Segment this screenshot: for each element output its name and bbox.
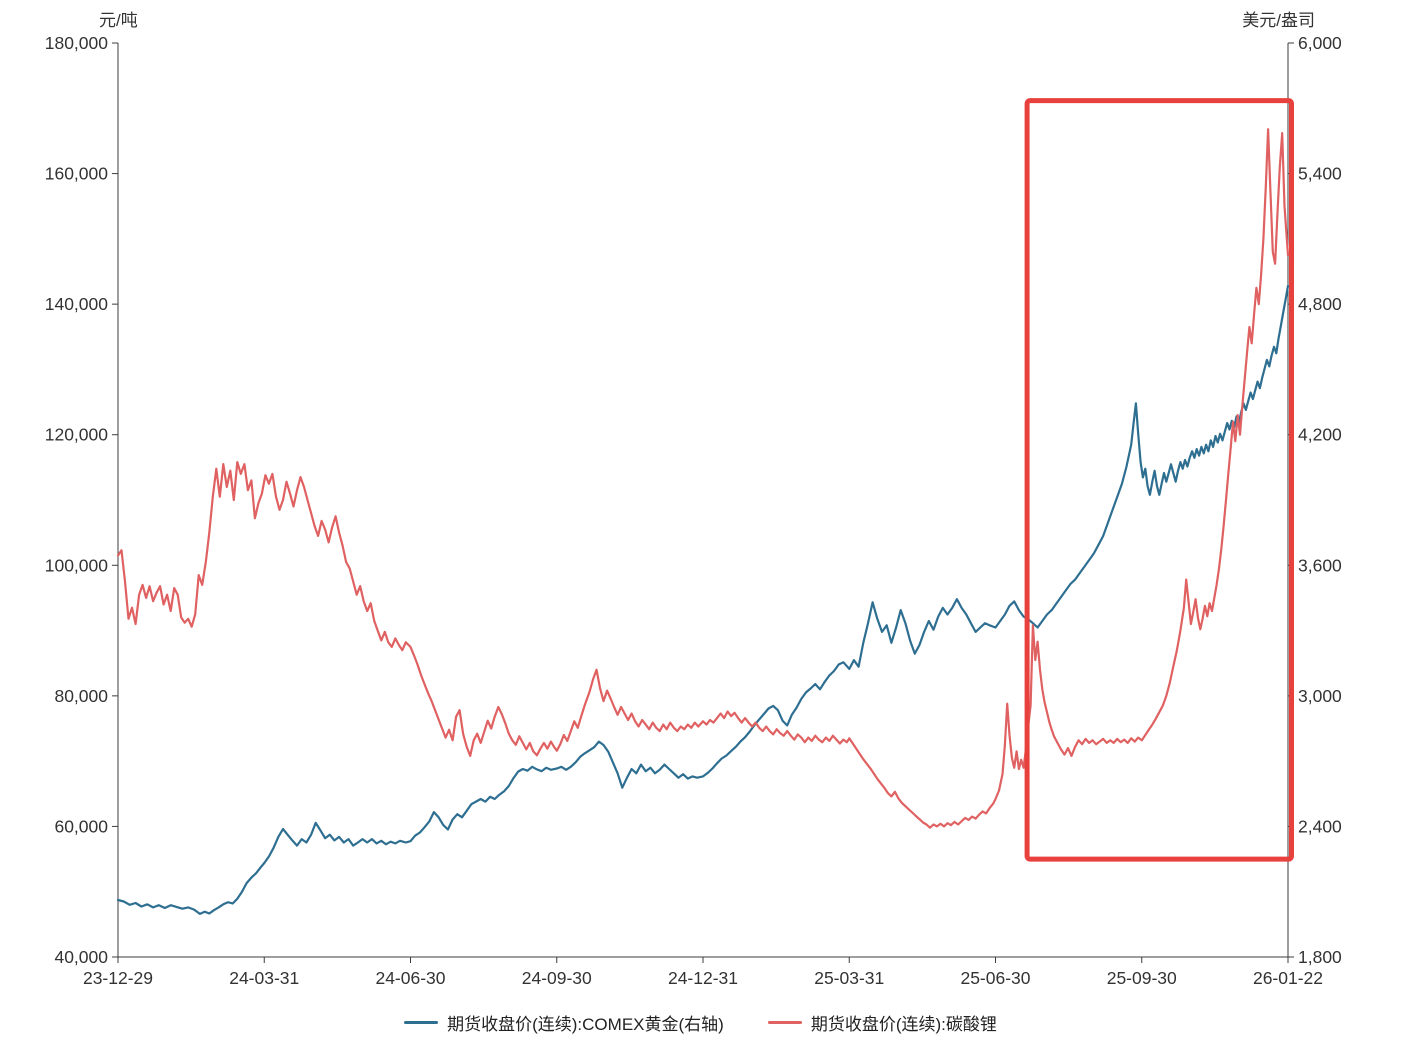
right-axis-tick-label: 1,800 <box>1298 947 1342 967</box>
x-axis-tick-label: 26-01-22 <box>1253 968 1323 988</box>
legend-line-gold-icon <box>404 1021 439 1024</box>
left-axis-unit-label: 元/吨 <box>99 11 138 30</box>
legend-line-lithium-icon <box>767 1021 802 1024</box>
legend-item-lithium: 期货收盘价(连续):碳酸锂 <box>767 1010 997 1035</box>
x-axis-tick-label: 24-12-31 <box>668 968 738 988</box>
legend-label-gold: 期货收盘价(连续):COMEX黄金(右轴) <box>447 1015 724 1034</box>
right-axis-tick-label: 5,400 <box>1298 164 1342 184</box>
left-axis-tick-label: 160,000 <box>45 164 109 184</box>
left-axis-tick-label: 80,000 <box>54 686 108 706</box>
left-axis-tick-label: 40,000 <box>54 947 108 967</box>
legend-item-gold: 期货收盘价(连续):COMEX黄金(右轴) <box>404 1010 724 1035</box>
right-axis-tick-label: 4,200 <box>1298 425 1342 445</box>
highlight-box <box>1024 98 1295 862</box>
right-axis-unit-label: 美元/盎司 <box>1242 11 1315 30</box>
x-axis-tick-label: 24-03-31 <box>229 968 299 988</box>
x-axis-tick-label: 24-06-30 <box>375 968 445 988</box>
legend-label-lithium: 期货收盘价(连续):碳酸锂 <box>810 1015 997 1034</box>
left-axis-tick-label: 140,000 <box>45 294 109 314</box>
right-axis-tick-label: 6,000 <box>1298 33 1342 53</box>
x-axis-tick-label: 25-06-30 <box>960 968 1030 988</box>
right-axis-tick-label: 3,600 <box>1298 555 1342 575</box>
left-axis-tick-label: 180,000 <box>45 33 109 53</box>
right-axis-tick-label: 2,400 <box>1298 816 1342 836</box>
left-axis-tick-label: 100,000 <box>45 555 109 575</box>
right-axis-tick-label: 3,000 <box>1298 686 1342 706</box>
lithium-series-line <box>116 128 1290 829</box>
right-axis-tick-label: 4,800 <box>1298 294 1342 314</box>
gold-series-line <box>116 284 1290 916</box>
chart-legend: 期货收盘价(连续):COMEX黄金(右轴) 期货收盘价(连续):碳酸锂 <box>0 1010 1401 1035</box>
left-axis-tick-label: 120,000 <box>45 425 109 445</box>
x-axis-tick-label: 25-03-31 <box>814 968 884 988</box>
x-axis-tick-label: 25-09-30 <box>1107 968 1177 988</box>
left-axis-tick-label: 60,000 <box>54 816 108 836</box>
x-axis-tick-label: 23-12-29 <box>83 968 153 988</box>
x-axis-tick-label: 24-09-30 <box>522 968 592 988</box>
